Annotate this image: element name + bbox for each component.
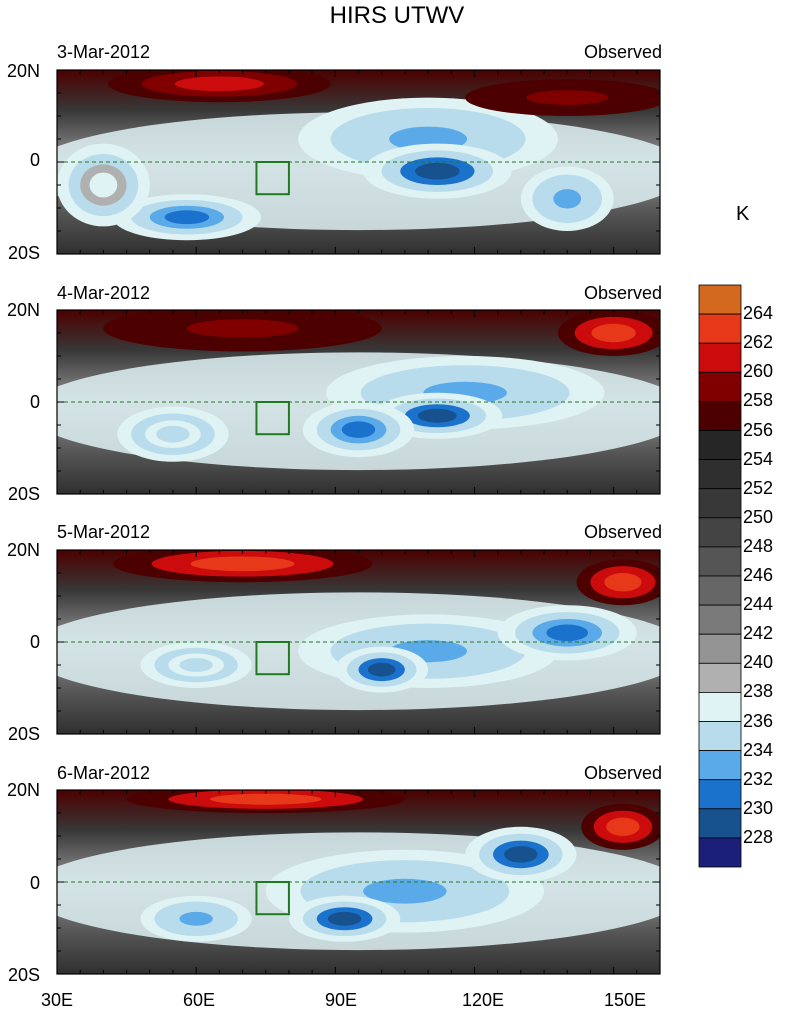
contour-blob — [156, 425, 190, 443]
map-panel — [56, 549, 661, 735]
contour-blob — [546, 624, 589, 642]
contour-blob — [164, 210, 210, 225]
panel-date-1: 3-Mar-2012 — [57, 42, 151, 62]
colorbar-swatch — [698, 604, 742, 635]
colorbar-swatch — [698, 575, 742, 606]
map-panel — [56, 789, 661, 975]
contour-blob — [186, 319, 299, 338]
colorbar-swatch — [698, 430, 742, 461]
lat-tick-label: 20S — [7, 965, 40, 985]
colorbar-tick-label: 232 — [743, 768, 774, 789]
colorbar-swatch — [698, 517, 742, 548]
panel-date-3: 5-Mar-2012 — [57, 522, 151, 542]
colorbar-tick-label: 250 — [743, 506, 774, 527]
lat-tick-label: 0 — [29, 150, 40, 170]
colorbar-tick-label: 238 — [743, 681, 774, 702]
colorbar-tick-label: 256 — [743, 419, 774, 440]
contour-blob — [327, 911, 362, 926]
colorbar-swatch — [698, 400, 742, 431]
colorbar-swatch — [698, 459, 742, 490]
panel-date-2: 4-Mar-2012 — [57, 283, 151, 303]
contour-blob — [341, 421, 376, 438]
colorbar-tick-label: 264 — [743, 303, 774, 324]
panel-source-3: Observed — [583, 522, 662, 542]
lat-tick-label: 20S — [7, 724, 40, 744]
contour-blob — [190, 556, 295, 572]
panel-source-4: Observed — [583, 763, 662, 783]
colorbar-tick-label: 230 — [743, 797, 774, 818]
lon-tick-label: 30E — [40, 990, 74, 1010]
contour-blob — [526, 90, 609, 105]
chart-title: HIRS UTWV — [329, 2, 465, 29]
colorbar-swatch — [698, 633, 742, 664]
lat-tick-label: 20N — [6, 540, 40, 560]
lat-tick-label: 20N — [6, 780, 40, 800]
colorbar — [698, 284, 742, 868]
study-region-box — [255, 881, 290, 916]
contour-blob — [415, 162, 460, 180]
lat-tick-label: 20S — [7, 243, 40, 263]
colorbar-swatch — [698, 692, 742, 722]
colorbar-swatch — [698, 488, 742, 519]
colorbar-swatch — [698, 662, 742, 693]
colorbar-swatch — [698, 313, 742, 344]
lat-tick-label: 0 — [29, 632, 40, 652]
colorbar-swatch — [698, 779, 742, 810]
colorbar-swatch — [698, 721, 742, 752]
map-panel — [56, 69, 661, 255]
lat-tick-label: 0 — [29, 873, 40, 893]
contour-blob — [363, 878, 447, 904]
panel-source-2: Observed — [583, 283, 662, 303]
colorbar-tick-label: 244 — [743, 594, 774, 615]
contour-blob — [504, 846, 538, 863]
study-region-box — [255, 401, 290, 436]
colorbar-tick-label: 260 — [743, 361, 774, 382]
contour-blob — [179, 658, 213, 672]
colorbar-swatch — [698, 342, 742, 373]
colorbar-unit: K — [736, 203, 750, 225]
contour-blob — [210, 793, 322, 805]
colorbar-tick-label: 234 — [743, 739, 774, 760]
colorbar-swatch — [698, 546, 742, 577]
lon-tick-label: 60E — [182, 990, 216, 1010]
lat-tick-label: 20S — [7, 484, 40, 504]
lat-tick-label: 20N — [6, 300, 40, 320]
study-region-box — [255, 641, 290, 676]
lon-tick-label: 120E — [461, 990, 505, 1010]
colorbar-tick-label: 240 — [743, 652, 774, 673]
contour-blob — [417, 408, 457, 423]
contour-blob — [367, 662, 396, 677]
study-region-box — [255, 161, 290, 196]
colorbar-swatch — [698, 371, 742, 402]
contour-blob — [604, 573, 642, 592]
map-panel — [56, 309, 661, 495]
colorbar-swatch — [698, 284, 742, 315]
contour-blob — [89, 172, 118, 198]
colorbar-swatch — [698, 750, 742, 781]
panel-source-1: Observed — [583, 42, 662, 62]
colorbar-tick-label: 252 — [743, 477, 774, 498]
colorbar-tick-label: 248 — [743, 535, 774, 556]
colorbar-tick-label: 228 — [743, 826, 774, 847]
contour-blob — [179, 911, 213, 926]
lon-tick-label: 90E — [324, 990, 358, 1010]
contour-blob — [606, 817, 640, 836]
lon-tick-label: 150E — [603, 990, 647, 1010]
contour-blob — [174, 76, 264, 92]
colorbar-tick-label: 242 — [743, 623, 774, 644]
colorbar-swatch — [698, 808, 742, 839]
lat-tick-label: 20N — [6, 61, 40, 81]
contour-blob — [591, 323, 636, 343]
colorbar-tick-label: 258 — [743, 390, 774, 411]
colorbar-tick-label: 246 — [743, 565, 774, 585]
colorbar-swatch — [698, 837, 742, 868]
lat-tick-label: 0 — [29, 392, 40, 412]
colorbar-tick-label: 254 — [743, 448, 774, 469]
contour-blob — [553, 189, 582, 209]
panel-date-4: 6-Mar-2012 — [57, 763, 151, 783]
colorbar-tick-label: 236 — [743, 710, 774, 731]
colorbar-tick-label: 262 — [743, 332, 774, 353]
